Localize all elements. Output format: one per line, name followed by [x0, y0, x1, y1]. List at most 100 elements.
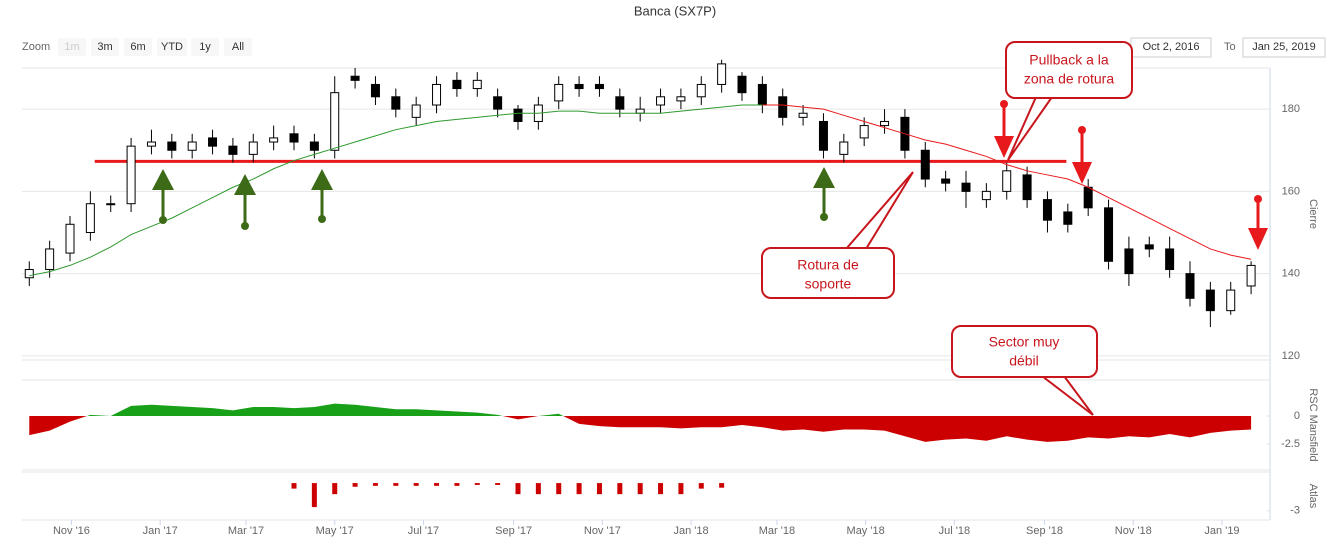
candle-body: [1063, 211, 1073, 225]
bar: [291, 483, 297, 489]
rsc-area: [29, 403, 1252, 442]
bar: [495, 483, 501, 485]
y-tick-label: 160: [1282, 185, 1300, 197]
y-axis-title: RSC Mansfield: [1307, 388, 1319, 461]
candle-body: [798, 112, 808, 118]
range-button-label[interactable]: YTD: [161, 41, 183, 53]
arrow-head: [311, 169, 333, 190]
bar: [413, 483, 419, 486]
callout-box: [951, 325, 1098, 378]
to-date[interactable]: Jan 25, 2019: [1252, 41, 1316, 53]
callout-pointer: [1007, 96, 1053, 161]
y-tick-label: 120: [1282, 350, 1300, 362]
candle-body: [1144, 244, 1154, 250]
candle-body: [472, 79, 482, 90]
candle-body: [1246, 264, 1256, 287]
bar: [576, 483, 582, 495]
bar: [454, 483, 460, 486]
candle-body: [391, 96, 401, 110]
callout-text: zona de rotura: [1024, 71, 1114, 87]
bar: [556, 483, 562, 495]
range-button-label[interactable]: 6m: [130, 41, 145, 53]
x-tick-label: Sep '17: [495, 525, 532, 537]
candle-body: [676, 96, 686, 102]
range-button-label[interactable]: 1y: [199, 41, 211, 53]
candle-body: [452, 79, 462, 90]
candle-body: [1165, 248, 1175, 271]
candle-body: [228, 145, 238, 155]
candle-body: [208, 137, 218, 147]
candle-body: [248, 141, 258, 155]
candle-body: [1104, 207, 1114, 262]
candle-body: [737, 75, 747, 94]
arrow-dot: [1000, 100, 1008, 108]
moving-average: [762, 104, 1252, 260]
callout-text: Rotura de: [797, 257, 859, 273]
candle-body: [1042, 199, 1052, 221]
candle-body: [1185, 273, 1195, 299]
candle-body: [554, 83, 564, 102]
y-tick-label: -2.5: [1281, 438, 1300, 450]
to-input[interactable]: [1242, 37, 1326, 58]
candle-body: [574, 83, 584, 90]
x-tick-label: Mar '18: [759, 525, 795, 537]
bar: [515, 483, 521, 495]
x-tick-label: Nov '18: [1115, 525, 1152, 537]
bar: [311, 483, 317, 508]
arrow-head: [152, 169, 174, 190]
candle-body: [85, 203, 95, 234]
callout-pointer: [845, 171, 914, 250]
range-button[interactable]: [58, 38, 86, 56]
candle-body: [45, 248, 55, 271]
arrow-dot: [1078, 126, 1086, 134]
range-button[interactable]: [91, 38, 119, 56]
range-button[interactable]: [191, 38, 219, 56]
candle-body: [1083, 186, 1093, 209]
candle-body: [1226, 289, 1236, 312]
bar: [719, 483, 725, 488]
arrow-head: [234, 174, 256, 195]
x-tick-label: May '17: [316, 525, 354, 537]
y-tick-label: 0: [1294, 410, 1300, 422]
bar: [393, 483, 399, 486]
candle-body: [493, 96, 503, 110]
range-button-label[interactable]: 1m: [64, 41, 79, 53]
x-tick-label: Nov '17: [584, 525, 621, 537]
bar: [658, 483, 664, 495]
x-tick-label: Jan '19: [1204, 525, 1239, 537]
arrow-head: [1248, 228, 1268, 250]
y-tick-label: 180: [1282, 103, 1300, 115]
callout-text: Sector muy: [989, 334, 1060, 350]
to-label: To: [1224, 41, 1236, 53]
moving-average: [29, 104, 763, 277]
range-button-label[interactable]: All: [232, 41, 244, 53]
callout-text: soporte: [805, 276, 852, 292]
zoom-label: Zoom: [22, 41, 50, 53]
y-tick-label: 140: [1282, 268, 1300, 280]
candle-body: [757, 83, 767, 106]
from-date[interactable]: Oct 2, 2016: [1143, 41, 1200, 53]
candle-body: [432, 83, 442, 106]
candle-body: [1022, 174, 1032, 201]
x-tick-label: Jul '18: [939, 525, 970, 537]
candle-body: [187, 141, 197, 151]
y-axis-title: Cierre: [1307, 199, 1319, 229]
candle-body: [24, 269, 34, 279]
bar: [678, 483, 684, 495]
arrow-head: [994, 136, 1014, 158]
range-button[interactable]: [124, 38, 152, 56]
arrow-dot: [1254, 195, 1262, 203]
callout-box: [1005, 41, 1133, 99]
arrow-head: [1072, 162, 1092, 184]
candle-body: [1205, 289, 1215, 312]
callout-box: [761, 247, 895, 299]
candle-body: [411, 104, 421, 118]
range-button[interactable]: [157, 38, 187, 56]
bar: [372, 483, 378, 486]
candle-body: [370, 83, 380, 98]
x-tick-label: Nov '16: [53, 525, 90, 537]
range-button-label[interactable]: 3m: [97, 41, 112, 53]
range-button[interactable]: [224, 38, 252, 56]
bar: [535, 483, 541, 495]
